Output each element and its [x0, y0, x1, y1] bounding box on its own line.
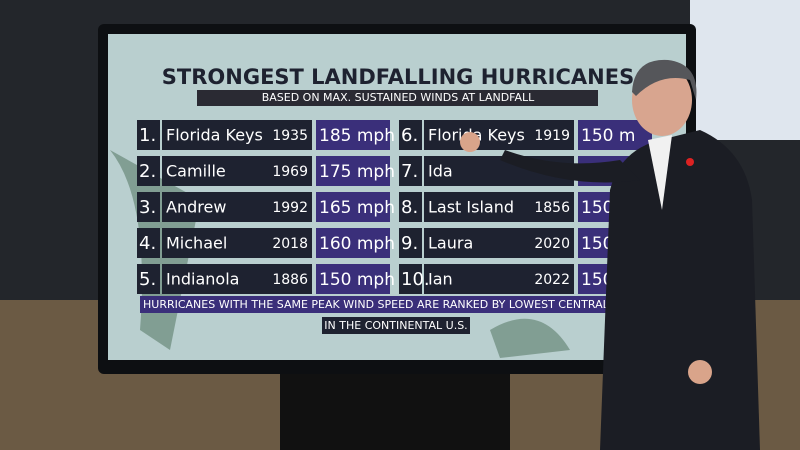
name: Indianola — [166, 270, 239, 289]
year: 1919 — [534, 128, 570, 144]
name: Ida — [428, 162, 453, 181]
year: 1935 — [272, 128, 308, 144]
title: STRONGEST LANDFALLING HURRICANES — [162, 65, 634, 89]
name: Andrew — [166, 198, 226, 217]
name-box — [162, 156, 312, 186]
rank: 4. — [139, 233, 156, 254]
name: Ian — [428, 270, 453, 289]
rank-box — [137, 120, 160, 150]
rank-box — [399, 156, 422, 186]
rank-box — [399, 120, 422, 150]
stand — [280, 374, 510, 450]
rank: 5. — [139, 269, 156, 290]
name-box — [424, 228, 574, 258]
year: 1856 — [534, 200, 570, 216]
year: 1886 — [272, 272, 308, 288]
name-box — [162, 120, 312, 150]
footnote: IN THE CONTINENTAL U.S. — [324, 319, 467, 332]
wind-box — [316, 192, 390, 222]
subtitle: BASED ON MAX. SUSTAINED WINDS AT LANDFAL… — [262, 91, 535, 104]
palm — [490, 318, 570, 358]
footnote: HURRICANES WITH THE SAME PEAK WIND SPEED… — [143, 298, 640, 311]
rank-box — [399, 228, 422, 258]
wind: 150 mph — [319, 270, 395, 290]
name: Last Island — [428, 198, 514, 217]
rank: 2. — [139, 161, 156, 182]
year: 1992 — [272, 200, 308, 216]
wind: 185 mph — [319, 126, 395, 146]
rank: 3. — [139, 197, 156, 218]
footnote-bar — [140, 296, 622, 313]
rank: 8. — [401, 197, 418, 218]
rank-box — [399, 264, 422, 294]
year: 2020 — [534, 236, 570, 252]
name-box — [424, 192, 574, 222]
wind-box — [316, 228, 390, 258]
wind: 175 mph — [319, 162, 395, 182]
presenter — [460, 59, 760, 450]
name: Camille — [166, 162, 226, 181]
year: 2022 — [534, 272, 570, 288]
rank: 10. — [401, 269, 430, 290]
rank: 9. — [401, 233, 418, 254]
side-monitor — [690, 0, 800, 140]
year: 2018 — [272, 236, 308, 252]
wind-box — [316, 264, 390, 294]
rank-box — [137, 264, 160, 294]
name: Florida Keys — [166, 126, 263, 145]
rank: 1. — [139, 125, 156, 146]
wind-box — [578, 120, 652, 150]
rank-box — [137, 156, 160, 186]
wind-box — [316, 156, 390, 186]
wind-box — [316, 120, 390, 150]
year: 1969 — [272, 164, 308, 180]
name-box — [424, 264, 574, 294]
name-box — [162, 228, 312, 258]
rank: 7. — [401, 161, 418, 182]
rank-box — [137, 228, 160, 258]
name: Laura — [428, 234, 473, 253]
name-box — [424, 120, 574, 150]
footnote-bar — [322, 317, 470, 334]
name-box — [162, 192, 312, 222]
rank: 6. — [401, 125, 418, 146]
wind: 150 m — [581, 126, 635, 146]
name: Michael — [166, 234, 227, 253]
rank-box — [399, 192, 422, 222]
wind: 160 mph — [319, 234, 395, 254]
subtitle-bar — [197, 90, 598, 106]
rank-box — [137, 192, 160, 222]
wind: 165 mph — [319, 198, 395, 218]
name-box — [162, 264, 312, 294]
